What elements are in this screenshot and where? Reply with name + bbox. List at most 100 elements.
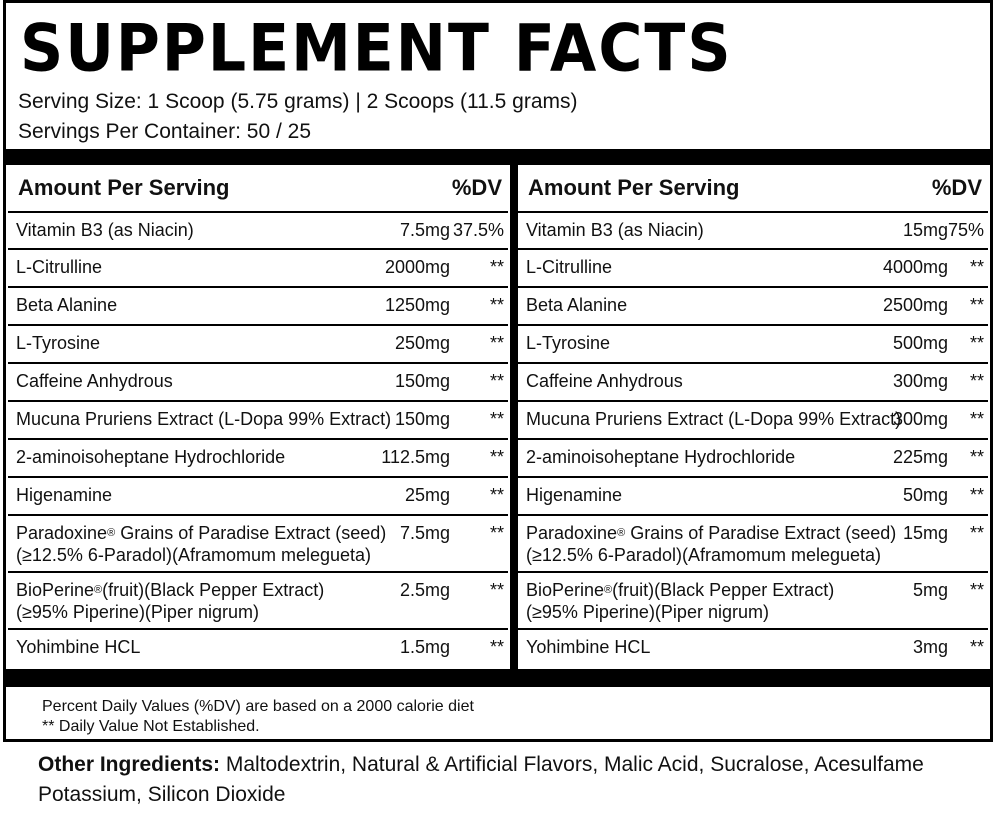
ingredient-name: Paradoxine® Grains of Paradise Extract (… — [16, 523, 386, 544]
other-ingredients-list: Maltodextrin, Natural & Artificial Flavo… — [38, 753, 924, 806]
ingredient-amount: 25mg — [404, 485, 450, 505]
header-dv-label: %DV — [451, 175, 502, 200]
ingredient-amount: 4000mg — [882, 257, 948, 277]
ingredient-name: Paradoxine® Grains of Paradise Extract (… — [526, 523, 896, 544]
ingredient-row: Paradoxine® Grains of Paradise Extract (… — [8, 516, 508, 573]
ingredient-row: Mucuna Pruriens Extract (L-Dopa 99% Extr… — [8, 402, 508, 440]
ingredient-amount: 2.5mg — [399, 580, 450, 600]
ingredient-name: 2-aminoisoheptane Hydrochloride — [526, 447, 796, 467]
ingredient-dv: ** — [489, 447, 504, 467]
ingredient-dv: ** — [489, 637, 504, 657]
ingredient-name: Mucuna Pruriens Extract (L-Dopa 99% Extr… — [16, 409, 392, 429]
ingredient-row: Caffeine Anhydrous 150mg ** — [8, 364, 508, 402]
registered-mark: ® — [604, 584, 613, 596]
column-divider — [510, 149, 518, 687]
dv-footnote: Percent Daily Values (%DV) are based on … — [42, 698, 474, 715]
ingredient-brand-name: Paradoxine — [526, 523, 618, 543]
ingredient-amount: 2500mg — [882, 295, 948, 315]
ingredient-amount: 15mg — [902, 220, 948, 240]
ingredient-dv: ** — [969, 257, 984, 277]
ingredient-dv: ** — [969, 580, 984, 600]
ingredient-name: Caffeine Anhydrous — [526, 371, 683, 391]
panel-title: SUPPLEMENT FACTS — [20, 11, 733, 87]
ingredient-name: Higenamine — [16, 485, 113, 505]
ingredient-name: Vitamin B3 (as Niacin) — [16, 220, 194, 240]
ingredient-name: Yohimbine HCL — [16, 637, 141, 657]
dv-not-established-footnote: ** Daily Value Not Established. — [42, 718, 260, 735]
ingredient-dv: ** — [969, 295, 984, 315]
ingredient-amount: 15mg — [902, 523, 948, 543]
ingredient-row: Caffeine Anhydrous 300mg ** — [518, 364, 988, 402]
ingredient-name: L-Citrulline — [16, 257, 103, 277]
registered-mark: ® — [94, 584, 103, 596]
ingredient-amount: 500mg — [892, 333, 948, 353]
ingredient-row: Higenamine 25mg ** — [8, 478, 508, 516]
ingredient-dv: ** — [969, 371, 984, 391]
ingredient-name: Higenamine — [526, 485, 623, 505]
ingredient-dv: ** — [489, 409, 504, 429]
ingredient-amount: 3mg — [912, 637, 948, 657]
registered-mark: ® — [617, 527, 626, 539]
ingredient-dv: ** — [489, 295, 504, 315]
registered-mark: ® — [107, 527, 116, 539]
ingredient-amount: 50mg — [902, 485, 948, 505]
ingredient-dv: ** — [969, 447, 984, 467]
other-ingredients: Other Ingredients: Maltodextrin, Natural… — [38, 750, 968, 810]
header-amount-label: Amount Per Serving — [528, 175, 740, 200]
ingredient-dv: ** — [489, 580, 504, 600]
ingredient-row: L-Citrulline 2000mg ** — [8, 250, 508, 288]
ingredient-row: 2-aminoisoheptane Hydrochloride 225mg ** — [518, 440, 988, 478]
ingredient-name: Yohimbine HCL — [526, 637, 651, 657]
ingredient-name: Beta Alanine — [526, 295, 628, 315]
ingredient-row: Paradoxine® Grains of Paradise Extract (… — [518, 516, 988, 573]
ingredient-row: Beta Alanine 2500mg ** — [518, 288, 988, 326]
ingredient-dv: 75% — [947, 220, 984, 240]
table-header: Amount Per Serving %DV — [8, 165, 508, 213]
ingredient-amount: 225mg — [892, 447, 948, 467]
ingredient-amount: 300mg — [892, 371, 948, 391]
ingredient-name-rest: (fruit)(Black Pepper Extract) — [612, 580, 835, 600]
ingredient-dv: ** — [969, 485, 984, 505]
other-ingredients-label: Other Ingredients: — [38, 753, 221, 776]
ingredient-dv: ** — [489, 371, 504, 391]
serving-size: Serving Size: 1 Scoop (5.75 grams) | 2 S… — [18, 90, 578, 113]
ingredient-dv: ** — [489, 485, 504, 505]
ingredient-dv: ** — [969, 409, 984, 429]
ingredient-name-detail: (≥95% Piperine)(Piper nigrum) — [526, 602, 769, 622]
ingredient-name: BioPerine®(fruit)(Black Pepper Extract) — [526, 580, 834, 601]
bottom-divider-bar — [6, 669, 990, 687]
ingredient-row: Beta Alanine 1250mg ** — [8, 288, 508, 326]
ingredient-amount: 112.5mg — [381, 447, 450, 467]
ingredient-amount: 1250mg — [384, 295, 450, 315]
ingredient-dv: ** — [489, 523, 504, 543]
header-amount-label: Amount Per Serving — [18, 175, 230, 200]
ingredient-dv: ** — [969, 637, 984, 657]
ingredient-name-detail: (≥95% Piperine)(Piper nigrum) — [16, 602, 259, 622]
ingredient-row: Yohimbine HCL 3mg ** — [518, 630, 988, 668]
ingredient-name: Mucuna Pruriens Extract (L-Dopa 99% Extr… — [526, 409, 902, 429]
ingredient-row: Vitamin B3 (as Niacin) 15mg 75% — [518, 213, 988, 250]
ingredient-brand-name: Paradoxine — [16, 523, 108, 543]
ingredient-dv: ** — [489, 257, 504, 277]
ingredient-name-rest: Grains of Paradise Extract (seed) — [625, 523, 897, 543]
ingredient-row: Higenamine 50mg ** — [518, 478, 988, 516]
ingredient-dv: ** — [969, 333, 984, 353]
header-dv-label: %DV — [931, 175, 982, 200]
ingredient-brand-name: BioPerine — [16, 580, 95, 600]
two-scoop-column: Amount Per Serving %DV Vitamin B3 (as Ni… — [518, 165, 988, 669]
ingredient-amount: 2000mg — [384, 257, 450, 277]
ingredient-brand-name: BioPerine — [526, 580, 605, 600]
ingredient-amount: 250mg — [394, 333, 450, 353]
ingredient-dv: 37.5% — [452, 220, 504, 240]
ingredient-row: L-Tyrosine 250mg ** — [8, 326, 508, 364]
ingredient-row: BioPerine®(fruit)(Black Pepper Extract)(… — [8, 573, 508, 630]
servings-per-container: Servings Per Container: 50 / 25 — [18, 120, 311, 143]
ingredient-name-rest: (fruit)(Black Pepper Extract) — [102, 580, 325, 600]
top-divider-bar — [6, 149, 990, 165]
ingredient-name-detail: (≥12.5% 6-Paradol)(Aframomum melegueta) — [16, 545, 372, 565]
ingredient-name-detail: (≥12.5% 6-Paradol)(Aframomum melegueta) — [526, 545, 882, 565]
ingredient-amount: 150mg — [394, 371, 450, 391]
ingredient-row: Yohimbine HCL 1.5mg ** — [8, 630, 508, 668]
ingredient-dv: ** — [969, 523, 984, 543]
ingredient-amount: 150mg — [394, 409, 450, 429]
